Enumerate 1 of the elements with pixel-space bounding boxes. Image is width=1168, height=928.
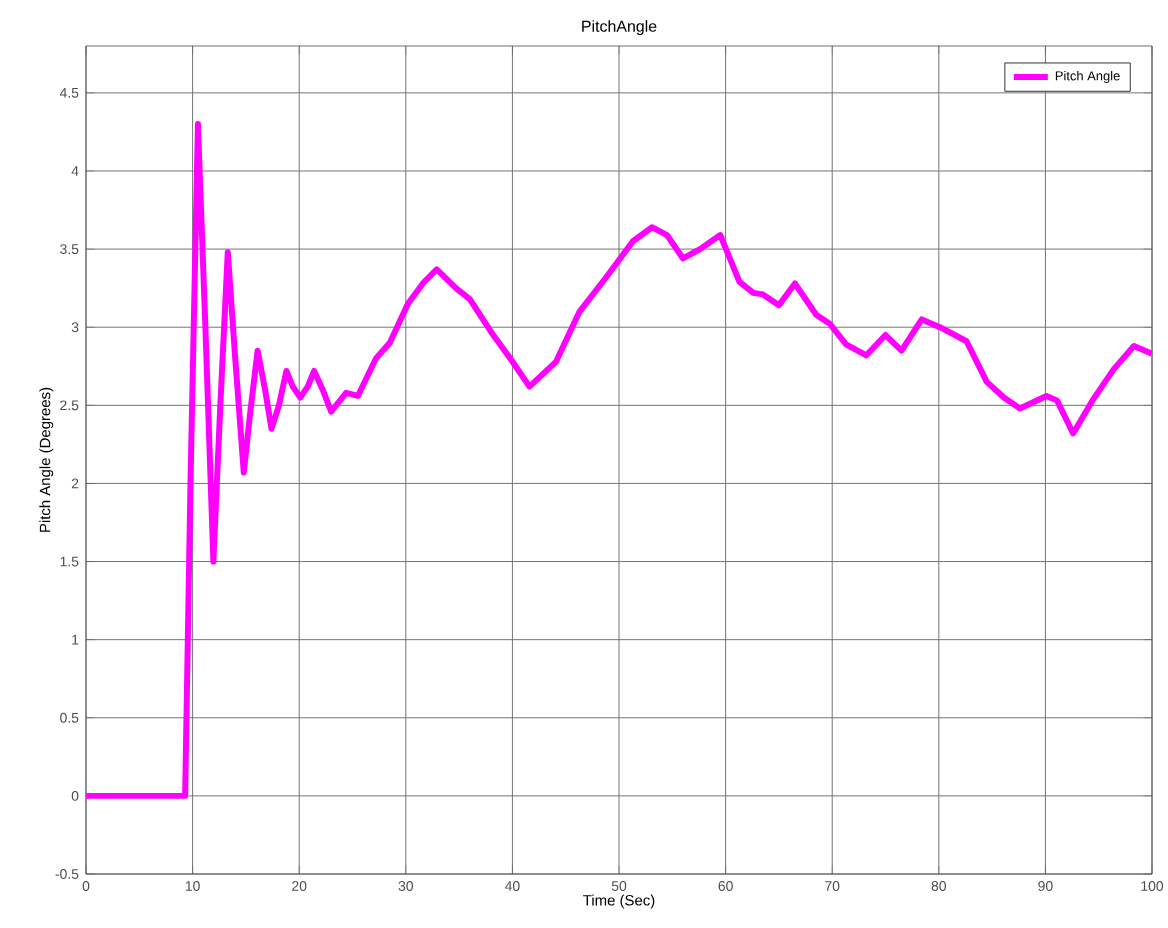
line-series <box>86 121 1153 799</box>
